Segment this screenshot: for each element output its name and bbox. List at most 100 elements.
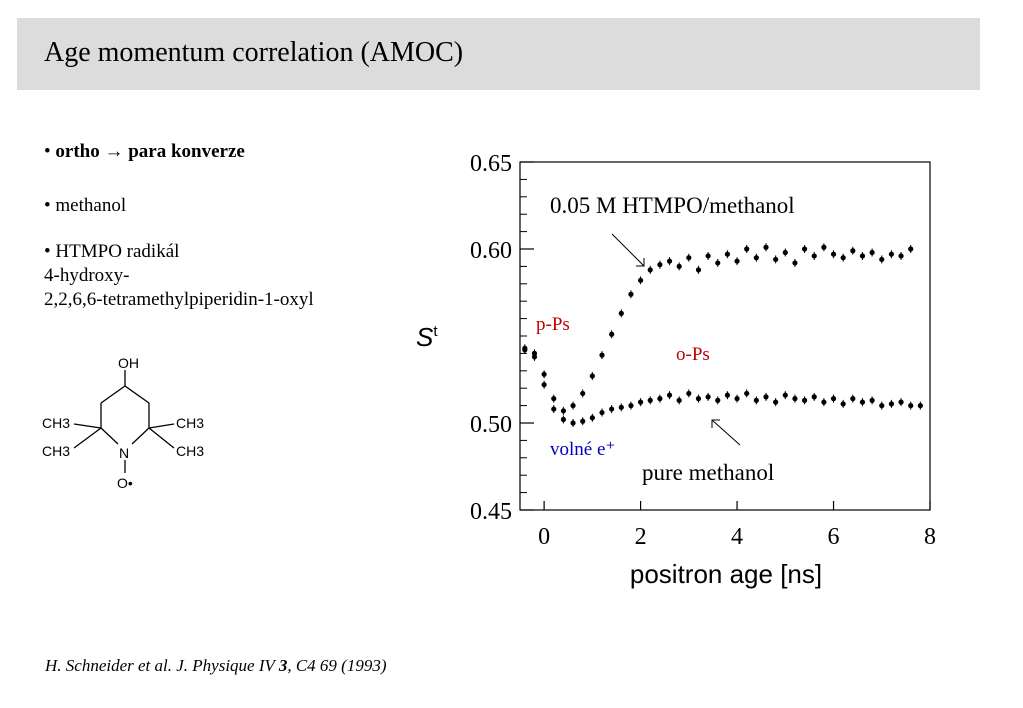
bullet-marker: • <box>44 141 56 162</box>
data-point <box>686 255 692 261</box>
data-point <box>570 403 576 409</box>
bullet-list: • ortho → para konverze • methanol • HTM… <box>44 140 424 312</box>
data-point <box>637 277 644 283</box>
data-point <box>850 396 856 402</box>
bullet-ortho-para-text: ortho → para konverze <box>55 141 245 162</box>
molecule-ch3-upper-right: CH3 <box>176 415 204 431</box>
label-o-ps: o-Ps <box>676 344 710 365</box>
data-point <box>888 401 895 407</box>
data-point <box>734 396 740 402</box>
plot-frame <box>519 161 931 511</box>
citation: H. Schneider et al. J. Physique IV 3, C4… <box>45 656 387 676</box>
data-point <box>599 352 605 358</box>
data-point <box>647 267 653 273</box>
data-point <box>917 403 923 409</box>
bullet-htmpo-line3: 2,2,6,6-tetramethylpiperidin-1-oxyl <box>44 289 314 310</box>
data-point <box>647 397 653 403</box>
data-point <box>560 408 567 414</box>
data-point <box>840 255 846 261</box>
data-point <box>869 249 875 256</box>
citation-pages: , C4 69 (1993) <box>287 656 387 675</box>
data-point <box>657 396 663 402</box>
data-point <box>666 392 673 398</box>
x-tick-label: 6 <box>828 524 840 550</box>
molecule-oh: OH <box>118 355 139 371</box>
series-htmpo <box>522 243 914 415</box>
molecule-ch3-lower-left: CH3 <box>42 443 70 459</box>
data-point <box>676 263 682 269</box>
y-tick-label: 0.60 <box>470 238 512 264</box>
annotation-htmpo: 0.05 M HTMPO/methanol <box>550 193 795 218</box>
molecule-ch3-upper-left: CH3 <box>42 415 70 431</box>
data-point <box>763 244 769 250</box>
data-point <box>898 253 904 259</box>
data-point <box>753 397 759 403</box>
data-point <box>724 392 731 398</box>
data-point <box>715 397 721 403</box>
data-point <box>541 371 547 377</box>
x-axis-ticks: 0 2 4 6 8 <box>538 501 936 550</box>
molecule-o-radical: O• <box>117 475 133 491</box>
data-series <box>522 243 923 427</box>
data-point <box>560 416 567 423</box>
data-point <box>879 403 885 409</box>
x-tick-label: 4 <box>731 524 743 550</box>
data-point <box>589 373 595 379</box>
data-point <box>522 347 528 353</box>
data-point <box>599 409 605 416</box>
data-point <box>618 404 624 410</box>
x-axis-label: positron age [ns] <box>630 559 822 589</box>
bullet-htmpo-line2: 4-hydroxy- <box>44 265 130 286</box>
data-point <box>792 260 798 266</box>
data-point <box>541 382 547 388</box>
data-point <box>580 390 586 397</box>
annotation-arrows <box>611 233 741 446</box>
y-minor-ticks <box>520 161 527 511</box>
data-point <box>676 397 682 403</box>
data-point <box>531 354 538 360</box>
bullet-methanol: • methanol <box>44 195 127 216</box>
data-point <box>744 246 750 252</box>
data-point <box>580 418 586 424</box>
x-tick-label: 0 <box>538 524 550 550</box>
bullet-htmpo-line1: • HTMPO radikál <box>44 241 180 262</box>
data-point <box>830 396 837 402</box>
data-point <box>695 396 702 402</box>
data-point <box>589 415 595 421</box>
x-tick-label: 8 <box>924 524 936 550</box>
data-point <box>830 251 837 257</box>
bullet-htmpo: • HTMPO radikál 4-hydroxy- 2,2,6,6-tetra… <box>44 240 424 312</box>
data-point <box>637 399 644 405</box>
data-point <box>908 246 914 252</box>
y-tick-label: 0.65 <box>470 151 512 177</box>
data-point <box>628 403 634 409</box>
y-tick-label: 0.50 <box>470 412 512 438</box>
data-point <box>763 394 769 400</box>
slide-title: Age momentum correlation (AMOC) <box>44 37 464 68</box>
data-point <box>657 262 663 268</box>
data-point <box>801 246 808 252</box>
data-point <box>705 253 711 259</box>
data-point <box>821 399 827 405</box>
htmpo-structure: OH CH3 CH3 CH3 CH3 N O• <box>42 355 204 491</box>
data-point <box>773 399 779 405</box>
x-tick-label: 2 <box>635 524 647 550</box>
data-point <box>609 331 615 337</box>
label-p-ps: p-Ps <box>536 314 570 335</box>
molecule-n: N <box>119 445 129 461</box>
data-point <box>782 392 788 398</box>
data-point <box>570 420 576 426</box>
data-point <box>744 390 750 397</box>
data-point <box>609 406 615 412</box>
data-point <box>859 253 866 259</box>
data-point <box>859 399 866 405</box>
title-bar: Age momentum correlation (AMOC) <box>17 18 980 90</box>
data-point <box>628 291 634 297</box>
data-point <box>715 260 721 266</box>
data-point <box>821 244 827 250</box>
data-point <box>811 394 817 400</box>
data-point <box>695 267 702 273</box>
data-point <box>898 399 904 405</box>
data-point <box>811 253 817 259</box>
amoc-chart: 0 2 4 6 8 0.45 0.50 0.60 0.65 positron age [ns]… <box>416 151 936 589</box>
